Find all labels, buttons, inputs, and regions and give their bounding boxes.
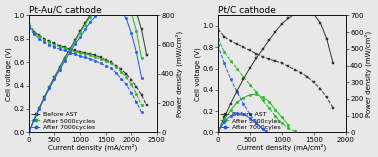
X-axis label: Current density (mA/cm²): Current density (mA/cm²) [48, 144, 138, 152]
Y-axis label: Power density (mW/cm²): Power density (mW/cm²) [176, 31, 183, 117]
Text: Pt/C cathode: Pt/C cathode [218, 5, 276, 15]
Y-axis label: Cell voltage (V): Cell voltage (V) [195, 47, 201, 101]
Y-axis label: Cell voltage (V): Cell voltage (V) [6, 47, 12, 101]
Y-axis label: Power density (mW/cm²): Power density (mW/cm²) [365, 31, 372, 117]
X-axis label: Current density (mA/cm²): Current density (mA/cm²) [237, 144, 327, 152]
Text: Pt-Au/C cathode: Pt-Au/C cathode [29, 5, 102, 15]
Legend: Before AST, After 5000cycles, After 7000cycles: Before AST, After 5000cycles, After 7000… [31, 111, 96, 130]
Legend: Before AST, After 5000cyles, After 7000cyles: Before AST, After 5000cyles, After 7000c… [220, 111, 281, 130]
